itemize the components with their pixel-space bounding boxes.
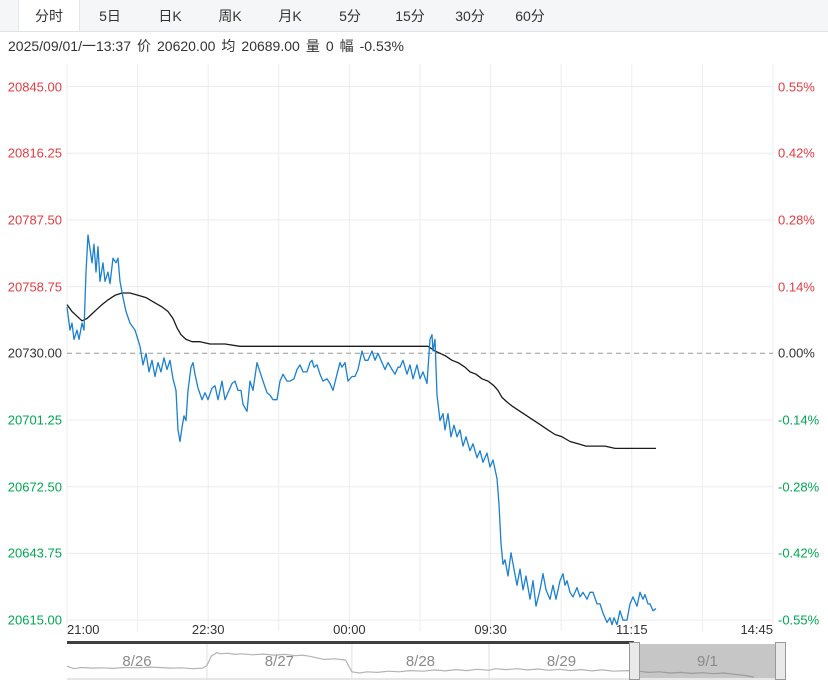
change-value: -0.53% bbox=[359, 38, 404, 54]
quote-datetime: 2025/09/01/一13:37 bbox=[8, 38, 131, 54]
left-axis-tick: 20758.75 bbox=[7, 279, 62, 295]
price-label: 价 bbox=[137, 38, 151, 54]
average-line bbox=[66, 292, 656, 450]
x-axis-tick: 11:15 bbox=[616, 622, 648, 637]
right-axis-tick: -0.14% bbox=[778, 412, 820, 428]
left-axis-tick: 20845.00 bbox=[7, 79, 62, 94]
right-axis-tick: -0.55% bbox=[778, 612, 820, 628]
tab-5day[interactable]: 5日 bbox=[99, 7, 121, 24]
quote-info-bar: 2025/09/01/一13:37 价 20620.00 均 20689.00 … bbox=[8, 34, 410, 58]
price-line bbox=[66, 234, 657, 626]
volume-label: 量 bbox=[305, 38, 320, 54]
change-label: 幅 bbox=[339, 38, 354, 54]
nav-section-label: 8/28 bbox=[405, 653, 436, 670]
tab-30min[interactable]: 30分 bbox=[455, 7, 485, 24]
x-axis-tick: 22:30 bbox=[191, 622, 225, 637]
nav-section-label: 8/29 bbox=[546, 653, 577, 670]
left-axis-tick: 20787.50 bbox=[7, 212, 62, 228]
x-axis-tick: 21:00 bbox=[67, 622, 100, 637]
right-axis-tick: 0.28% bbox=[778, 212, 815, 228]
left-axis-tick: 20615.00 bbox=[7, 612, 62, 628]
tab-fenshi[interactable]: 分时 bbox=[18, 0, 80, 31]
tab-5min[interactable]: 5分 bbox=[339, 7, 361, 24]
price-value: 20620.00 bbox=[157, 38, 216, 54]
tab-15min[interactable]: 15分 bbox=[395, 7, 425, 24]
tab-daily-k[interactable]: 日K bbox=[158, 7, 182, 24]
avg-value: 20689.00 bbox=[241, 38, 300, 54]
right-axis-tick: -0.42% bbox=[778, 545, 820, 561]
x-axis-tick: 00:00 bbox=[333, 622, 366, 637]
left-axis-tick: 20672.50 bbox=[7, 479, 62, 495]
right-axis-tick: 0.00% bbox=[778, 345, 815, 361]
left-axis-tick: 20701.25 bbox=[7, 412, 62, 428]
left-axis-tick: 20730.00 bbox=[7, 345, 62, 361]
left-axis-tick: 20643.75 bbox=[7, 545, 62, 561]
nav-section-label: 8/27 bbox=[264, 653, 295, 670]
right-axis-tick: 0.42% bbox=[778, 145, 815, 161]
period-tabbar: 分时 5日 日K 周K 月K 5分 15分 30分 60分 bbox=[0, 0, 828, 32]
tab-60min[interactable]: 60分 bbox=[515, 7, 545, 24]
avg-label: 均 bbox=[221, 38, 236, 54]
nav-section-label: 9/1 bbox=[697, 653, 718, 670]
x-axis-tick: 14:45 bbox=[740, 622, 773, 637]
tab-monthly-k[interactable]: 月K bbox=[278, 7, 302, 24]
right-axis-tick: 0.14% bbox=[778, 279, 815, 295]
x-axis-tick: 09:30 bbox=[474, 622, 507, 637]
nav-handle-left[interactable] bbox=[628, 642, 640, 680]
nav-section-label: 8/26 bbox=[122, 653, 152, 670]
nav-selection-window[interactable] bbox=[633, 644, 781, 678]
right-axis-tick: -0.28% bbox=[778, 479, 820, 495]
nav-handle-right[interactable] bbox=[775, 642, 786, 680]
volume-value: 0 bbox=[325, 38, 334, 54]
left-axis-tick: 20816.25 bbox=[7, 145, 62, 161]
right-axis-tick: 0.55% bbox=[778, 79, 815, 94]
tab-weekly-k[interactable]: 周K bbox=[218, 7, 242, 24]
